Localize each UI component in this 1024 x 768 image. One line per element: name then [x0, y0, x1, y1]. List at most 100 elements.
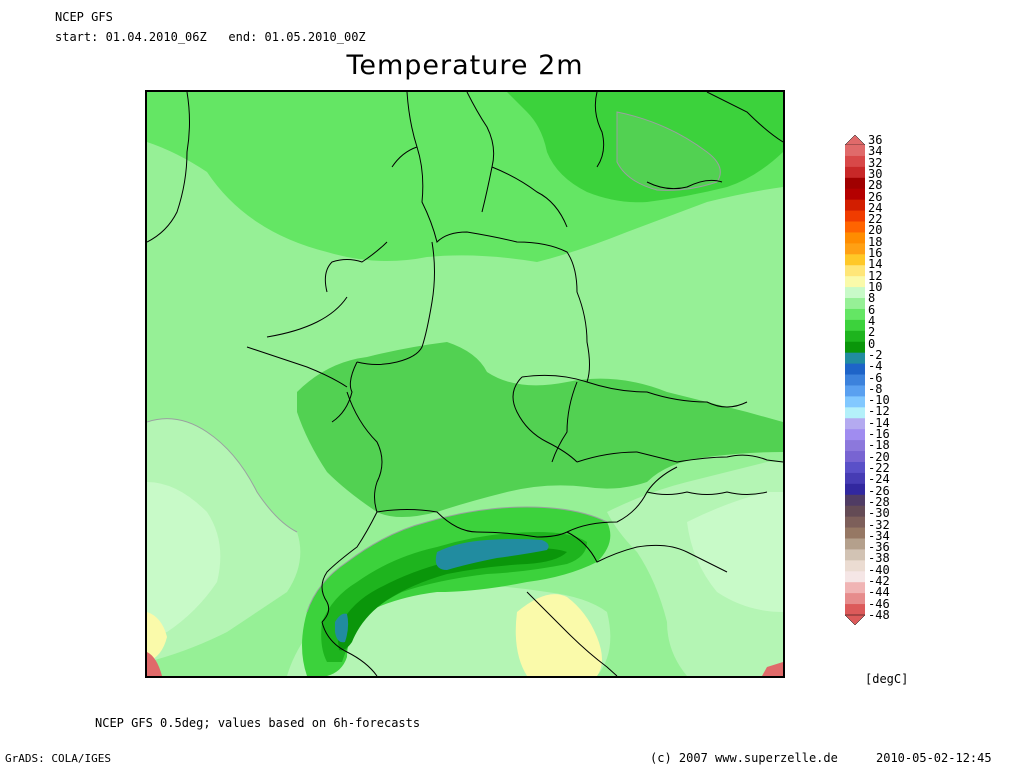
colorbar-swatch: [845, 177, 865, 190]
zone-red-corner: [147, 652, 162, 676]
colorbar-tick-label: -22: [868, 460, 890, 475]
colorbar-swatch: [845, 604, 865, 616]
colorbar-swatch: [845, 593, 865, 605]
colorbar-tick-label: 32: [868, 155, 883, 170]
colorbar-tick-label: 16: [868, 246, 883, 261]
colorbar-tick-label: 26: [868, 189, 883, 204]
contour-lines: [147, 111, 721, 613]
zone-paler-southeast: [687, 492, 783, 612]
colorbar-tick-label: 2: [868, 325, 876, 340]
zone-green-central: [297, 342, 783, 517]
colorbar-tick-label: 22: [868, 212, 883, 227]
software-label: GrADS: COLA/IGES: [5, 752, 111, 765]
unit-label: [degC]: [865, 672, 909, 686]
colorbar-swatch: [845, 505, 865, 518]
colorbar-tick-label: 28: [868, 178, 883, 193]
forecast-note: NCEP GFS 0.5deg; values based on 6h-fore…: [95, 716, 421, 730]
colorbar-tick-label: -44: [868, 585, 890, 600]
colorbar-tick-label: 12: [868, 268, 883, 283]
colorbar-tick-label: 36: [868, 133, 883, 147]
colorbar-tick-label: 18: [868, 234, 883, 249]
colorbar: [845, 135, 865, 625]
colorbar-swatch: [845, 472, 865, 485]
colorbar-tick-label: -46: [868, 596, 890, 611]
colorbar-swatch: [845, 232, 865, 244]
colorbar-tick-label: -34: [868, 528, 890, 543]
colorbar-tick-label: 14: [868, 257, 883, 272]
colorbar-tick-label: 10: [868, 280, 883, 295]
colorbar-tick-label: -14: [868, 415, 890, 430]
colorbar-tick-label: -2: [868, 347, 883, 362]
colorbar-swatch: [845, 407, 865, 419]
colorbar-swatch: [845, 538, 865, 550]
zone-paler-west: [147, 482, 221, 637]
colorbar-swatch: [845, 330, 865, 343]
colorbar-swatch: [845, 308, 865, 321]
colorbar-tick-label: -12: [868, 404, 890, 419]
colorbar-swatch: [845, 483, 865, 496]
colorbar-swatch: [845, 494, 865, 507]
colorbar-tick-label: -32: [868, 517, 890, 532]
colorbar-swatch: [845, 385, 865, 397]
colorbar-tick-label: 0: [868, 336, 876, 351]
colorbar-top-arrow: [845, 135, 865, 146]
colorbar-tick-label: -42: [868, 574, 890, 589]
colorbar-swatch: [845, 549, 865, 561]
colorbar-swatch: [845, 145, 865, 157]
colorbar-swatch: [845, 188, 865, 201]
colorbar-swatch: [845, 429, 865, 441]
chart-title: Temperature 2m: [346, 50, 584, 81]
period-label: start: 01.04.2010_06Z end: 01.05.2010_00…: [55, 30, 366, 44]
colorbar-tick-label: 8: [868, 291, 876, 306]
colorbar-bottom-arrow: [845, 614, 865, 625]
colorbar-tick-label: -6: [868, 370, 883, 385]
colorbar-swatch: [845, 374, 865, 386]
zone-green-baltic2: [617, 112, 721, 191]
colorbar-swatch: [845, 155, 865, 168]
colorbar-swatch: [845, 341, 865, 354]
colorbar-swatch: [845, 461, 865, 474]
colorbar-tick-label: -26: [868, 483, 890, 498]
colorbar-swatch: [845, 319, 865, 332]
zone-subzero-alps: [435, 539, 549, 570]
colorbar-tick-label: 24: [868, 200, 883, 215]
colorbar-swatch: [845, 571, 865, 583]
colorbar-swatch: [845, 560, 865, 572]
colorbar-swatch: [845, 199, 865, 212]
temperature-map: [145, 90, 785, 678]
zone-subzero-west: [335, 613, 349, 643]
colorbar-swatch: [845, 166, 865, 179]
colorbar-tick-label: -10: [868, 393, 890, 408]
colorbar-swatch: [845, 298, 865, 310]
colorbar-swatch: [845, 287, 865, 299]
colorbar-tick-label: 4: [868, 313, 876, 328]
colorbar-tick-label: 30: [868, 166, 883, 181]
zone-yellow-left: [147, 612, 167, 662]
colorbar-swatch: [845, 221, 865, 233]
colorbar-swatch: [845, 210, 865, 223]
colorbar-tick-label: -20: [868, 449, 890, 464]
colorbar-tick-label: -40: [868, 562, 890, 577]
colorbar-swatch: [845, 363, 865, 376]
colorbar-tick-label: -36: [868, 540, 890, 555]
colorbar-tick-label: -48: [868, 608, 890, 622]
colorbar-tick-label: -38: [868, 551, 890, 566]
colorbar-tick-label: -18: [868, 438, 890, 453]
colorbar-swatch: [845, 254, 865, 266]
copyright-label: (c) 2007 www.superzelle.de: [650, 751, 838, 765]
colorbar-swatch: [845, 243, 865, 255]
timestamp-label: 2010-05-02-12:45: [876, 751, 992, 765]
colorbar-swatch: [845, 582, 865, 594]
colorbar-tick-label: -16: [868, 427, 890, 442]
colorbar-swatch: [845, 451, 865, 463]
colorbar-tick-label: 6: [868, 302, 876, 317]
colorbar-tick-label: -24: [868, 472, 890, 487]
colorbar-swatch: [845, 276, 865, 288]
colorbar-tick-label: 34: [868, 144, 883, 159]
colorbar-tick-label: -28: [868, 494, 890, 509]
map-canvas: [147, 92, 783, 676]
zone-alps-mid: [321, 532, 587, 662]
model-label: NCEP GFS: [55, 10, 113, 24]
colorbar-swatch: [845, 396, 865, 408]
zone-red-corner-right: [762, 662, 783, 676]
